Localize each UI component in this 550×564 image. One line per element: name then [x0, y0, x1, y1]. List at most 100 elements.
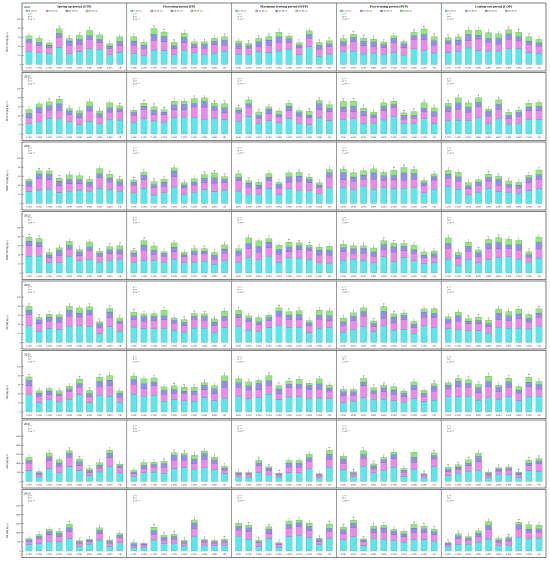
- y-tick-label: 1500: [16, 453, 22, 456]
- bar-segment: [255, 123, 262, 135]
- significance-letter: cd: [528, 34, 530, 36]
- bar-segment: [400, 172, 408, 181]
- x-tick-label: L3N3: [107, 136, 113, 139]
- bar-segment: [400, 180, 408, 189]
- bar-segment: [316, 477, 323, 482]
- significance-letter: d: [143, 311, 144, 313]
- x-tick-label: L3N2: [97, 206, 103, 209]
- significance-letter: b: [194, 96, 195, 98]
- significance-letter: cd: [403, 240, 405, 242]
- bar-segment: [295, 467, 303, 473]
- bar-segment: [430, 313, 438, 318]
- bar-segment: [265, 470, 273, 475]
- bar-segment: [455, 255, 462, 259]
- x-tick-label: L2N1: [266, 275, 272, 278]
- bar-segment: [221, 40, 228, 46]
- significance-letter: a: [539, 99, 540, 101]
- stats-text: L×N **: [447, 18, 454, 21]
- significance-letter: d: [488, 373, 489, 375]
- bar-segment: [116, 535, 123, 538]
- significance-letter: a: [119, 388, 120, 390]
- bar-segment: [445, 543, 452, 545]
- significance-letter: d: [538, 522, 539, 524]
- bar-segment: [245, 103, 252, 108]
- bar-segment: [191, 192, 198, 204]
- bar-segment: [285, 176, 293, 183]
- significance-letter: ab: [478, 247, 480, 249]
- bar-segment: [106, 541, 113, 544]
- bar-segment: [455, 533, 462, 536]
- bar-segment: [340, 187, 347, 204]
- significance-letter: a: [194, 517, 195, 519]
- bar-segment: [485, 326, 492, 334]
- bar-segment: [130, 542, 138, 544]
- bar-segment: [235, 317, 242, 327]
- bar-segment: [211, 540, 218, 542]
- bar-segment: [235, 110, 242, 114]
- x-tick-label: L3N3: [107, 206, 113, 209]
- significance-letter: d: [238, 307, 239, 309]
- legend-swatch: [130, 9, 134, 12]
- bar-segment: [86, 250, 93, 260]
- bar-segment: [255, 111, 262, 116]
- stage-title: Post-fruiting period (PFP): [370, 5, 408, 9]
- bar-segment: [370, 538, 377, 552]
- bar-segment: [430, 253, 438, 258]
- bar-segment: [465, 259, 472, 274]
- x-tick-label: L1N2: [36, 67, 42, 70]
- bar-segment: [380, 106, 387, 112]
- bar-segment: [245, 539, 252, 552]
- x-tick-label: L1N3: [361, 553, 367, 556]
- bar-segment: [96, 321, 103, 324]
- bar-segment: [380, 470, 387, 482]
- bar-segment: [106, 43, 113, 47]
- bar-segment: [455, 544, 462, 552]
- bar-segment: [150, 120, 158, 135]
- x-tick-label: L3N2: [202, 136, 208, 139]
- bar-segment: [535, 102, 543, 107]
- bar-segment: [25, 51, 33, 65]
- x-tick-label: L1N2: [456, 345, 462, 348]
- bar-segment: [445, 546, 452, 552]
- bar-segment: [495, 384, 502, 388]
- x-tick-label: L1N2: [141, 553, 147, 556]
- bar-segment: [495, 118, 502, 135]
- stats-text: N **: [133, 151, 137, 153]
- bar-segment: [76, 39, 83, 45]
- bar-segment: [86, 539, 93, 541]
- bar-segment: [370, 179, 377, 190]
- x-tick-label: L3N2: [516, 345, 522, 348]
- bar-segment: [211, 53, 218, 65]
- x-tick-label: L3N1: [401, 484, 407, 487]
- bar-segment: [86, 121, 93, 135]
- bar-segment: [235, 396, 242, 413]
- bar-segment: [295, 47, 303, 55]
- legend-label: 60–80 cm: [403, 11, 412, 13]
- significance-letter: a: [309, 380, 310, 382]
- bar-segment: [46, 316, 53, 322]
- bar-segment: [316, 254, 323, 263]
- bar-segment: [340, 260, 347, 274]
- bar-segment: [201, 47, 208, 55]
- bar-segment: [360, 170, 367, 176]
- significance-letter: b: [299, 40, 300, 42]
- bar-segment: [275, 245, 283, 250]
- significance-letter: bc: [99, 319, 101, 321]
- bar-segment: [201, 542, 208, 546]
- bar-segment: [35, 246, 43, 257]
- x-tick-label: L1N3: [256, 484, 262, 487]
- significance-letter: cd: [48, 249, 50, 251]
- bar-segment: [130, 473, 138, 477]
- bar-segment: [150, 260, 158, 274]
- significance-letter: ab: [318, 40, 320, 42]
- bar-segment: [245, 116, 252, 135]
- bar-segment: [160, 401, 168, 413]
- bar-segment: [316, 474, 323, 476]
- bar-segment: [326, 398, 333, 413]
- bar-segment: [535, 532, 543, 539]
- bar-segment: [455, 396, 462, 413]
- significance-letter: cd: [498, 235, 500, 237]
- bar-segment: [380, 459, 387, 463]
- significance-letter: cd: [342, 166, 344, 168]
